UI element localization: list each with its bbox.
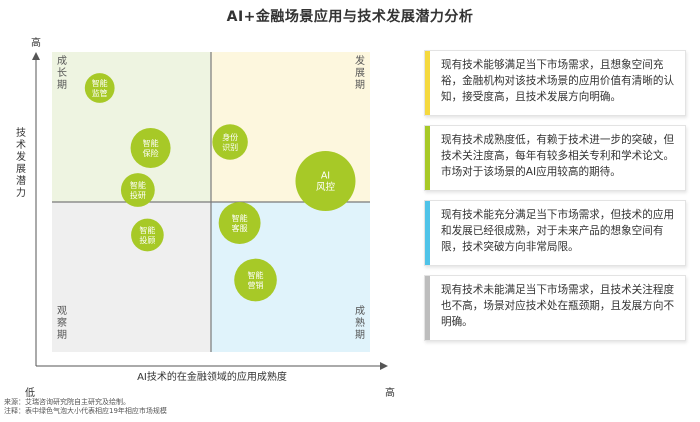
bubble-group: 智能投研 xyxy=(120,173,155,207)
description-text: 现有技术能充分满足当下市场需求，但技术的应用和发展已经很成熟，对于未来产品的想象… xyxy=(441,209,675,253)
bubble-group: 智能客服 xyxy=(218,202,261,244)
description-color-bar xyxy=(425,201,430,265)
quadrant-label-top-right: 发展期 xyxy=(355,54,365,91)
y-axis-high-label: 高 xyxy=(31,36,41,49)
description-card-mature: 现有技术能充分满足当下市场需求，但技术的应用和发展已经很成熟，对于未来产品的想象… xyxy=(424,200,686,266)
x-axis-high-label: 高 xyxy=(385,386,395,399)
description-card-development: 现有技术成熟度低，有赖于技术进一步的突破，但技术关注度高，每年有较多相关专利和学… xyxy=(424,125,686,191)
bubble xyxy=(131,218,164,252)
quadrant-bottom-left xyxy=(52,202,211,352)
description-list: 现有技术能够满足当下市场需求，且想象空间充裕，金融机构对该技术场景的应用价值有清… xyxy=(424,50,686,350)
page-title: AI+金融场景应用与技术发展潜力分析 xyxy=(226,9,474,25)
bubble-group: 智能保险 xyxy=(130,128,171,168)
bubble-label: AI 风控 xyxy=(316,171,336,194)
bubble xyxy=(218,202,261,244)
x-axis-label: AI技术的在金融领域的应用成熟度 xyxy=(137,370,287,383)
quadrant-label-bottom-left: 观察期 xyxy=(57,305,67,341)
bubble xyxy=(295,151,356,211)
quadrant-chart: AI技术的在金融领域的应用成熟度低高高技术发展潜力 成长期 发展期 观察期 成熟期 智… xyxy=(16,36,395,399)
quadrant-label-bottom-right: 成熟期 xyxy=(355,305,365,341)
bubble xyxy=(212,124,248,160)
bubble-label: 智能保险 xyxy=(143,138,159,158)
bubble-group: AI 风控 xyxy=(295,151,356,211)
bubble-label: 智能投顾 xyxy=(139,225,155,245)
bubble xyxy=(84,73,115,103)
x-axis-low-label: 低 xyxy=(25,386,35,399)
bubble-label: 身份识别 xyxy=(222,132,238,152)
annotation-note: 注释：表中绿色气泡大小代表相应19年相应市场规模 xyxy=(4,407,167,415)
bubble-label: 智能客服 xyxy=(232,213,248,233)
source-note: 来源：艾瑞咨询研究院自主研究及绘制。 xyxy=(4,398,130,406)
bubble-group: 智能监管 xyxy=(84,73,115,103)
description-text: 现有技术能够满足当下市场需求，且想象空间充裕，金融机构对该技术场景的应用价值有清… xyxy=(441,59,675,103)
bubble xyxy=(234,258,277,302)
bubble-label: 智能营销 xyxy=(248,270,264,290)
bubble-label: 智能投研 xyxy=(130,180,146,200)
description-color-bar xyxy=(425,51,430,115)
bubble xyxy=(120,173,155,207)
y-axis-label: 技术发展潜力 xyxy=(16,126,26,199)
bubble-group: 智能营销 xyxy=(234,258,277,302)
description-card-observation: 现有技术未能满足当下市场需求，且技术关注程度也不高，场景对应技术处在瓶颈期，且发… xyxy=(424,275,686,341)
description-color-bar xyxy=(425,276,430,340)
footer: 来源：艾瑞咨询研究院自主研究及绘制。 注释：表中绿色气泡大小代表相应19年相应市… xyxy=(4,398,167,416)
bubble xyxy=(130,128,171,168)
description-text: 现有技术未能满足当下市场需求，且技术关注程度也不高，场景对应技术处在瓶颈期，且发… xyxy=(441,284,675,328)
quadrant-label-top-left: 成长期 xyxy=(57,55,67,91)
description-color-bar xyxy=(425,126,430,190)
bubble-label: 智能监管 xyxy=(92,78,108,98)
bubble-group: 智能投顾 xyxy=(131,218,164,252)
bubble-group: 身份识别 xyxy=(212,124,248,160)
description-text: 现有技术成熟度低，有赖于技术进一步的突破，但技术关注度高，每年有较多相关专利和学… xyxy=(441,134,675,178)
description-card-growth: 现有技术能够满足当下市场需求，且想象空间充裕，金融机构对该技术场景的应用价值有清… xyxy=(424,50,686,116)
